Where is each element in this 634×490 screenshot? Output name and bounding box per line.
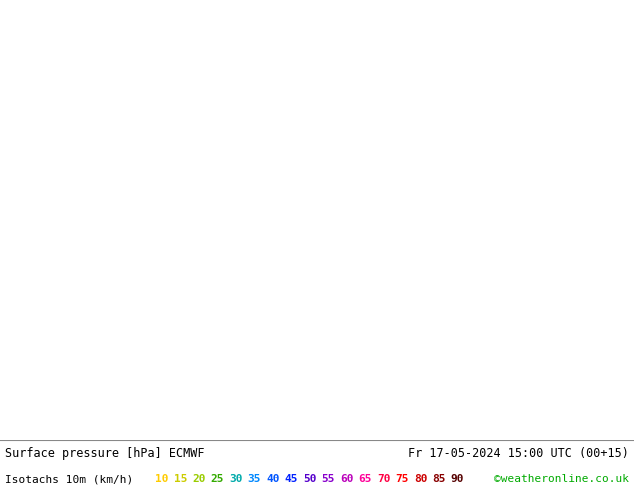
Text: 50: 50 [303, 474, 316, 484]
Text: 80: 80 [414, 474, 427, 484]
Text: Fr 17-05-2024 15:00 UTC (00+15): Fr 17-05-2024 15:00 UTC (00+15) [408, 446, 629, 460]
Text: 35: 35 [248, 474, 261, 484]
Text: 10: 10 [155, 474, 169, 484]
Text: 30: 30 [229, 474, 243, 484]
Text: 25: 25 [210, 474, 224, 484]
Text: 20: 20 [192, 474, 206, 484]
Text: 45: 45 [285, 474, 298, 484]
Text: 85: 85 [432, 474, 446, 484]
Text: ©weatheronline.co.uk: ©weatheronline.co.uk [494, 474, 629, 484]
Text: 40: 40 [266, 474, 280, 484]
Text: Isotachs 10m (km/h): Isotachs 10m (km/h) [5, 474, 133, 484]
Text: 70: 70 [377, 474, 391, 484]
Text: 15: 15 [174, 474, 187, 484]
Text: 65: 65 [358, 474, 372, 484]
Text: 90: 90 [451, 474, 464, 484]
Text: 55: 55 [321, 474, 335, 484]
Text: 60: 60 [340, 474, 353, 484]
Text: 75: 75 [396, 474, 409, 484]
Text: Surface pressure [hPa] ECMWF: Surface pressure [hPa] ECMWF [5, 446, 205, 460]
